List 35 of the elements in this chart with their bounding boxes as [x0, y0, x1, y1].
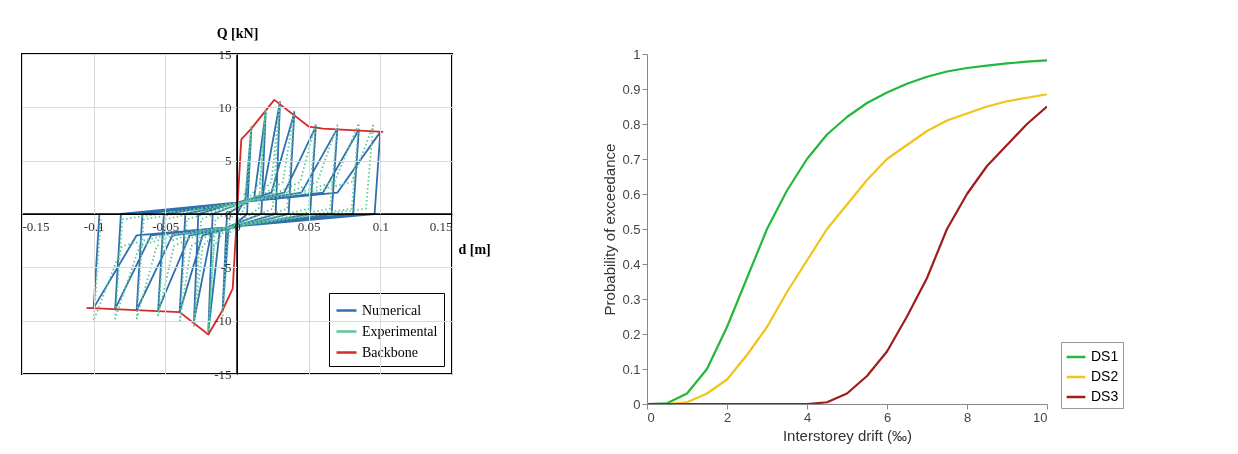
y-tick-label: 0.9: [622, 81, 641, 97]
legend-label: Experimental: [362, 323, 438, 339]
y-tick-label: 0.4: [622, 256, 641, 272]
y-tick-label: 0.1: [622, 361, 641, 377]
y-tick-label: -5: [220, 259, 232, 275]
x-tick-label: 10: [1033, 409, 1048, 425]
y-tick-label: 5: [225, 153, 232, 169]
y-tick-label: 0.7: [622, 151, 641, 167]
legend-label: DS3: [1091, 388, 1119, 404]
y-tick-label: -10: [214, 313, 232, 329]
y-axis-title: Probability of exceedance: [601, 143, 619, 316]
x-tick-label: 0.05: [297, 218, 321, 234]
y-tick-label: 0.5: [622, 221, 641, 237]
x-tick-label: 6: [883, 409, 892, 425]
x-tick-label: 4: [803, 409, 812, 425]
x-axis-title: d [m]: [458, 241, 491, 257]
x-tick-label: 0.1: [372, 218, 389, 234]
y-tick-label: 0: [633, 396, 641, 412]
x-tick-label: -0.15: [22, 218, 50, 234]
x-tick-label: 0: [647, 409, 655, 425]
y-tick-label: 0.2: [622, 326, 641, 342]
y-tick-label: 0.6: [622, 186, 641, 202]
legend-label: DS2: [1091, 368, 1119, 384]
legend-label: Backbone: [362, 344, 418, 360]
y-tick-label: 0: [225, 206, 232, 222]
y-tick-label: 0.3: [622, 291, 641, 307]
y-tick-label: 10: [218, 99, 232, 115]
legend-label: Numerical: [362, 302, 422, 318]
y-tick-label: 1: [633, 46, 641, 62]
x-tick-label: 2: [723, 409, 732, 425]
y-axis-title: Q [kN]: [216, 25, 259, 41]
y-tick-label: 0.8: [622, 116, 641, 132]
legend-label: DS1: [1091, 348, 1119, 364]
x-axis-title: Interstorey drift (‰): [782, 426, 913, 444]
x-tick-label: 8: [963, 409, 972, 425]
